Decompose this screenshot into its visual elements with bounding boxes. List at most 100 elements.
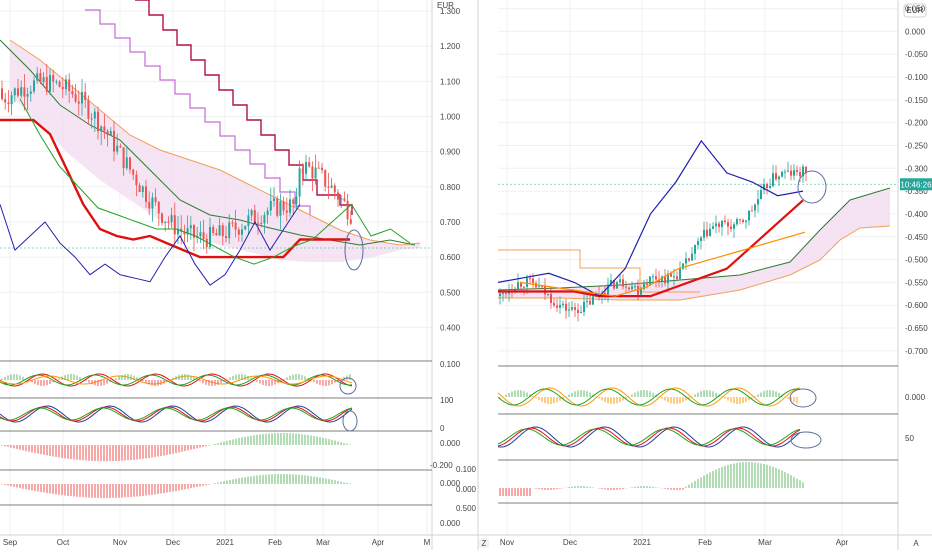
candle-body-right (739, 219, 741, 220)
candle-body (52, 75, 54, 82)
candle-body (251, 210, 253, 215)
candle-body (241, 229, 243, 234)
candle-body (132, 170, 134, 175)
candle-body (107, 131, 109, 135)
candle-body (231, 222, 233, 223)
y-tick-right: -0.700 (905, 347, 928, 356)
candle-body (11, 95, 13, 104)
candle-body-right (796, 170, 798, 172)
candle-body (334, 186, 336, 193)
y-tick-left-ind: -0.200 (430, 461, 453, 470)
x-tick-left: Apr (372, 538, 385, 547)
candle-body (7, 102, 9, 104)
candle-body-right (799, 172, 801, 176)
candle-body-right (538, 286, 540, 287)
candle-body-right (574, 307, 576, 310)
candle-body (350, 219, 352, 224)
candle-body (318, 168, 320, 169)
candle-body (39, 73, 41, 82)
candle-body-right (634, 286, 636, 287)
candle-body (295, 197, 297, 204)
candle-body-right (655, 276, 657, 279)
candle-body-right (592, 296, 594, 304)
candle-body (286, 211, 288, 213)
x-tick-left: Sep (3, 538, 18, 547)
x-tick-left: 2021 (216, 538, 234, 547)
candle-body-right (709, 229, 711, 236)
y-tick-left-ind: 0.100 (440, 360, 461, 369)
candle-body-right (766, 184, 768, 188)
candle-body-right (529, 278, 531, 279)
y-tick-right-ind2: 0.100 (456, 465, 477, 474)
y-tick-left: 0.900 (440, 148, 461, 157)
candle-body (324, 170, 326, 187)
candle-body-right (550, 294, 552, 303)
candle-body (55, 81, 57, 82)
candle-body-right (586, 301, 588, 302)
candle-body (36, 73, 38, 80)
candle-body-right (577, 310, 579, 313)
candle-body-right (547, 294, 549, 295)
candle-body-right (571, 307, 573, 310)
candle-body-right (772, 173, 774, 186)
candle-body (126, 157, 128, 168)
candle-body (113, 131, 115, 152)
x-tick-right: Apr (836, 538, 849, 547)
candle-body-right (553, 303, 555, 305)
x-tick-left: Nov (113, 538, 127, 547)
candle-body-right (679, 269, 681, 279)
candle-body (142, 186, 144, 192)
candle-body (235, 222, 237, 229)
candle-body-right (646, 284, 648, 285)
y-tick-right-ind: 0.000 (905, 393, 926, 402)
candle-body-right (733, 224, 735, 229)
candle-body (46, 77, 48, 92)
candle-body-right (622, 279, 624, 286)
candle-body (62, 87, 64, 89)
candle-body (225, 236, 227, 238)
candle-body (151, 197, 153, 208)
candle-body (174, 215, 176, 234)
candle-body-right (757, 199, 759, 204)
candle-body (279, 202, 281, 216)
candle-body (273, 199, 275, 201)
candle-body-right (628, 288, 630, 290)
y-tick-left: 0.700 (440, 218, 461, 227)
candle-body (17, 88, 19, 95)
candle-body (135, 175, 137, 185)
candle-body (119, 146, 121, 147)
x-tick-left: Feb (268, 538, 282, 547)
candle-body-right (649, 276, 651, 285)
candle-body (59, 81, 61, 86)
candle-body-right (502, 293, 504, 294)
candle-body (219, 225, 221, 235)
candle-body-right (685, 258, 687, 263)
candle-body (222, 225, 224, 236)
candle-body-right (625, 287, 627, 288)
candle-body-right (640, 289, 642, 295)
candle-body (116, 146, 118, 152)
y-tick-left: 0.500 (440, 288, 461, 297)
candle-body (78, 101, 80, 103)
candle-body-right (727, 222, 729, 226)
x-tick-right: Dec (563, 538, 577, 547)
candle-body-right (517, 282, 519, 289)
y-tick-right: -0.600 (905, 301, 928, 310)
candle-body-right (712, 226, 714, 229)
candle-body (199, 232, 201, 236)
candle-body-right (787, 171, 789, 172)
x-tick-left: Oct (57, 538, 70, 547)
candle-body (91, 119, 93, 120)
candle-body (14, 88, 16, 95)
y-tick-right: -0.400 (905, 210, 928, 219)
candle-body (139, 185, 141, 192)
y-tick-right: -0.500 (905, 256, 928, 265)
candle-body-right (718, 223, 720, 227)
candle-body (308, 162, 310, 166)
candle-body (331, 186, 333, 188)
candle-body-right (703, 230, 705, 238)
candle-body (270, 201, 272, 211)
candle-body-right (562, 304, 564, 305)
auto-scale-label: A (913, 539, 919, 548)
